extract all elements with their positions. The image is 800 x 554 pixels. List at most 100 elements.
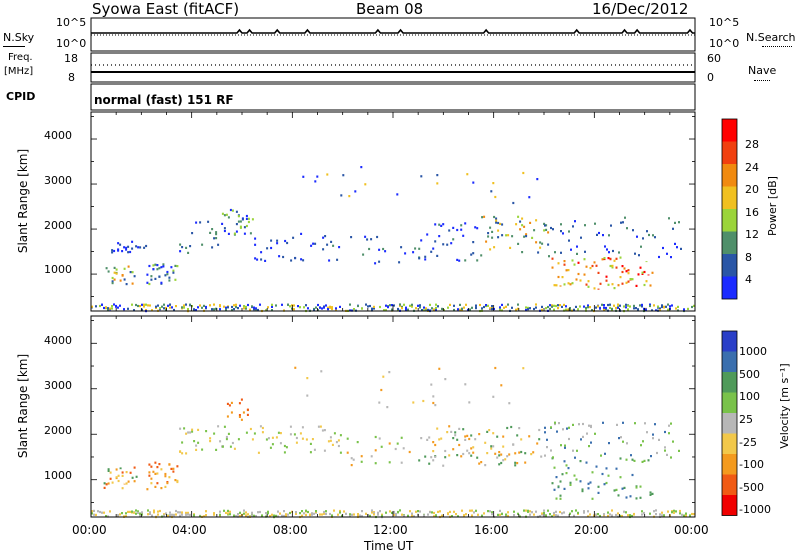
power-cell: [271, 303, 273, 306]
velocity-cell: [99, 510, 101, 514]
velocity-cell: [579, 480, 582, 483]
power-cell: [148, 282, 151, 286]
power-cell: [607, 303, 609, 307]
velocity-cell: [597, 491, 600, 494]
velocity-cell: [350, 457, 353, 460]
power-cell: [450, 242, 453, 245]
power-cb-28: 28: [745, 138, 759, 151]
velocity-cell: [629, 495, 632, 498]
velocity-cell: [430, 383, 433, 386]
velocity-cell: [492, 395, 495, 398]
power-cell: [322, 236, 325, 239]
velocity-cell: [626, 442, 628, 445]
velocity-cell: [442, 464, 445, 467]
power-cell: [567, 260, 570, 263]
velocity-cell: [473, 511, 475, 514]
velocity-cell: [601, 472, 604, 476]
power-cell: [107, 307, 109, 310]
power-cell: [256, 258, 259, 261]
velocity-cell: [415, 510, 417, 513]
velocity-cell: [147, 509, 149, 512]
velocity-cell: [93, 513, 95, 516]
velocity-cell: [345, 512, 347, 515]
velocity-cell: [267, 512, 269, 515]
velocity-cell: [428, 462, 431, 465]
power-cell: [163, 307, 165, 310]
velocity-cell: [504, 458, 507, 461]
velocity-cell: [498, 463, 501, 466]
power-cell: [373, 307, 375, 310]
power-cell: [467, 308, 469, 311]
power-cell: [143, 246, 146, 249]
power-cell: [403, 303, 405, 306]
power-cell: [219, 305, 221, 308]
velocity-cell: [242, 411, 245, 414]
velocity-cell: [160, 468, 163, 471]
velocity-cell: [551, 482, 554, 485]
power-cell: [627, 304, 629, 307]
power-cell: [223, 214, 226, 217]
power-cell: [490, 190, 493, 193]
power-cell: [166, 273, 169, 276]
velocity-cell: [574, 456, 576, 459]
power-cell: [535, 303, 537, 306]
cpid-panel-frame: [90, 83, 696, 111]
power-cell: [302, 259, 305, 262]
velocity-cell: [671, 511, 673, 514]
power-cell: [561, 305, 563, 308]
power-cell: [611, 264, 614, 267]
velocity-cell: [341, 514, 343, 517]
velocity-cell: [666, 453, 668, 456]
velocity-cell: [633, 496, 636, 499]
power-cell: [676, 246, 678, 249]
velocity-cell: [562, 428, 564, 431]
velocity-cell: [689, 514, 691, 517]
velocity-cell: [339, 434, 342, 437]
velocity-cell: [535, 510, 537, 513]
power-cell: [491, 230, 494, 233]
power-cell: [576, 252, 578, 255]
power-cell: [385, 304, 387, 307]
velocity-cell: [544, 426, 546, 429]
power-cell: [404, 252, 407, 255]
velocity-cell: [594, 432, 596, 435]
power-cell: [397, 307, 399, 311]
velocity-cell: [498, 451, 501, 454]
velocity-cell: [105, 515, 107, 518]
power-cell: [544, 224, 546, 227]
power-cell: [639, 304, 641, 307]
power-cell: [160, 281, 163, 284]
power-cell: [489, 248, 492, 251]
power-cell: [465, 303, 467, 306]
power-cell: [417, 304, 419, 307]
power-cell: [215, 237, 218, 240]
velocity-cell: [440, 437, 443, 440]
power-cell: [529, 221, 532, 224]
power-cell: [587, 304, 589, 307]
velocity-cell: [426, 438, 429, 441]
power-cell: [155, 305, 157, 308]
power-cell: [181, 246, 184, 249]
velocity-cell: [371, 509, 373, 512]
power-cell: [316, 175, 319, 178]
power-cell: [525, 308, 527, 312]
velocity-cell: [481, 514, 483, 517]
power-cell: [436, 174, 439, 177]
power-cell: [460, 228, 463, 231]
power-cell: [237, 307, 239, 310]
power-cell: [379, 305, 381, 309]
velocity-cell: [608, 442, 610, 445]
power-cell: [633, 304, 635, 307]
velocity-cell: [279, 432, 282, 435]
power-cell: [527, 306, 529, 309]
velocity-cell: [213, 512, 215, 515]
velocity-cell: [261, 431, 264, 434]
power-cell: [119, 304, 121, 307]
power-cell: [276, 242, 279, 245]
velocity-cell: [462, 428, 465, 431]
power-cell: [125, 246, 128, 249]
velocity-cell: [163, 513, 165, 516]
power-cell: [321, 307, 323, 310]
velocity-cell: [249, 427, 252, 431]
velocity-cell: [466, 434, 469, 437]
